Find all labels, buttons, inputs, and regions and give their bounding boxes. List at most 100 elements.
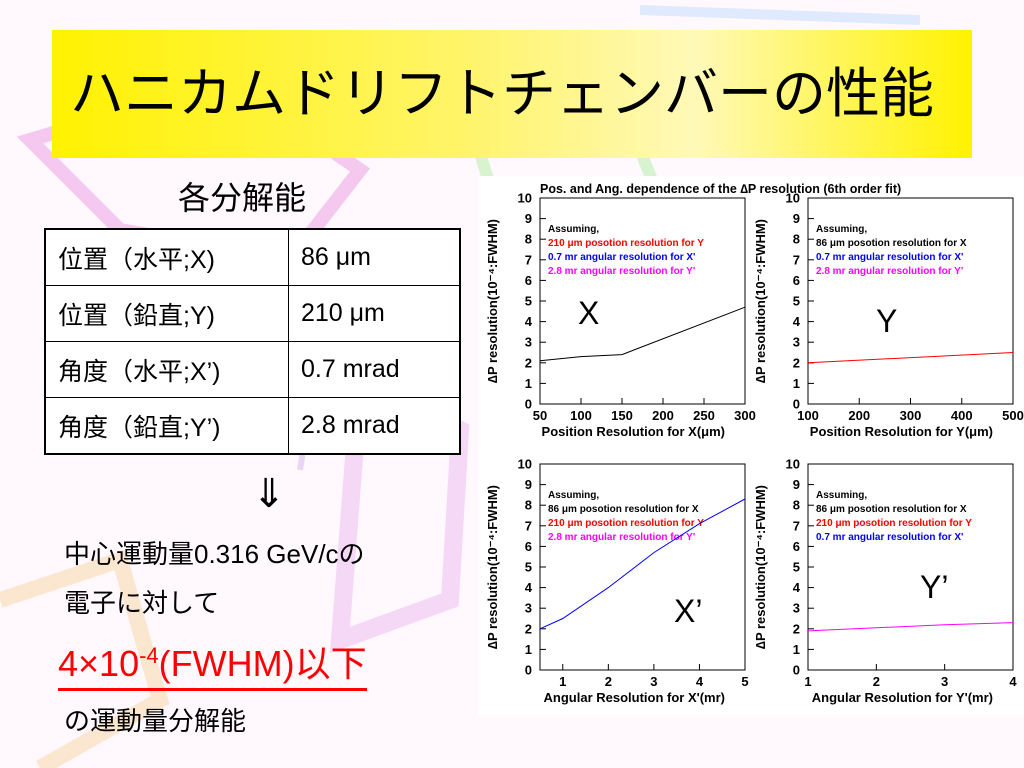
condition-text-2: 電子に対して [64,589,220,619]
y-tick-label: 0 [525,397,532,412]
y-tick-label: 7 [525,252,532,267]
table-cell-label: 位置（水平;X) [44,228,289,286]
result-caption: の運動量分解能 [64,707,247,737]
table-row: 角度（水平;X’) 0.7 mrad [44,341,461,398]
table-cell-label: 角度（鉛直;Y’) [44,397,289,455]
x-tick-label: 50 [533,408,547,423]
result-exponent: -4 [139,643,159,668]
y-tick-label: 10 [786,457,800,472]
legend-entry: 210 μm posotion resolution for Y [816,518,972,529]
y-tick-label: 7 [525,518,532,533]
y-tick-label: 5 [525,560,532,575]
chart-figure: Pos. and Ang. dependence of the ∆P resol… [478,176,1024,716]
y-tick-label: 5 [793,560,800,575]
y-tick-label: 3 [525,335,532,350]
x-tick-label: 2 [605,674,612,689]
y-tick-label: 3 [793,601,800,616]
series-line [807,352,1014,364]
x-tick-label: 300 [734,408,756,423]
x-tick-label: 100 [570,408,592,423]
y-tick-label: 7 [793,252,800,267]
legend-entry: Assuming, [548,490,599,501]
y-tick-label: 3 [793,335,800,350]
y-tick-label: 2 [525,355,532,370]
y-tick-label: 9 [793,477,800,492]
y-tick-label: 9 [793,211,800,226]
table-cell-value: 2.8 mrad [288,397,461,455]
y-tick-label: 10 [518,457,532,472]
result-highlight: 4×10-4(FWHM)以下 [58,640,367,691]
y-tick-label: 4 [793,314,801,329]
x-tick-label: 400 [951,408,973,423]
y-tick-label: 4 [525,580,533,595]
y-tick-label: 2 [525,621,532,636]
legend-entry: Assuming, [816,224,867,235]
y-tick-label: 2 [793,355,800,370]
y-tick-label: 8 [793,498,800,513]
x-tick-label: 4 [1009,674,1017,689]
table-cell-value: 0.7 mrad [288,341,461,398]
panel-label: X [578,295,599,331]
legend-entry: 0.7 mr angular resolution for X' [816,252,963,263]
y-tick-label: 4 [525,314,533,329]
y-tick-label: 7 [793,518,800,533]
legend-entry: 86 μm posotion resolution for X [816,238,967,249]
y-tick-label: 6 [793,539,800,554]
legend-entry: 0.7 mr angular resolution for X' [548,252,695,263]
y-axis-label: ∆P resolution(10⁻⁴:FWHM) [485,219,500,383]
x-tick-label: 250 [693,408,715,423]
plot-frame [807,197,1014,405]
legend-entry: 210 μm posotion resolution for Y [548,518,704,529]
table-heading: 各分解能 [178,179,307,217]
table-cell-label: 角度（水平;X’) [44,341,289,398]
legend-entry: Assuming, [816,490,867,501]
legend-entry: 210 μm posotion resolution for Y [548,238,704,249]
table-row: 位置（水平;X) 86 μm [44,228,461,286]
y-tick-label: 9 [525,477,532,492]
title-bar [52,30,972,158]
panel-label: Y’ [920,569,948,605]
y-tick-label: 0 [525,663,532,678]
x-tick-label: 1 [804,674,811,689]
y-axis-label: ∆P resolution(10⁻⁴:FWHM) [753,219,768,383]
x-tick-label: 500 [1002,408,1024,423]
x-tick-label: 200 [848,408,870,423]
legend-entry: 86 μm posotion resolution for X [816,504,967,515]
plot-frame [539,197,746,405]
x-tick-label: 2 [873,674,880,689]
y-tick-label: 0 [793,663,800,678]
table-cell-value: 210 μm [288,285,461,342]
y-tick-label: 6 [525,539,532,554]
down-arrow-icon: ⇓ [252,471,286,517]
figure-title: Pos. and Ang. dependence of the ∆P resol… [540,182,901,196]
y-tick-label: 10 [786,191,800,206]
x-tick-label: 300 [900,408,922,423]
series-line [807,622,1014,632]
y-tick-label: 5 [793,294,800,309]
x-tick-label: 150 [611,408,633,423]
panel-label: X’ [674,593,702,629]
page-title: ハニカムドリフトチェンバーの性能 [70,62,934,125]
y-tick-label: 1 [525,376,532,391]
x-tick-label: 4 [696,674,704,689]
series-line [539,306,746,362]
y-tick-label: 8 [525,232,532,247]
result-main: 4×10 [58,643,140,684]
y-tick-label: 10 [518,191,532,206]
result-tail: (FWHM)以下 [158,643,367,684]
table-row: 角度（鉛直;Y’) 2.8 mrad [44,397,461,455]
x-tick-label: 3 [941,674,948,689]
y-tick-label: 8 [525,498,532,513]
y-tick-label: 5 [525,294,532,309]
y-tick-label: 2 [793,621,800,636]
x-tick-label: 3 [650,674,657,689]
legend-entry: 2.8 mr angular resolution for Y' [548,532,695,543]
y-tick-label: 1 [793,376,800,391]
y-tick-label: 6 [525,273,532,288]
y-tick-label: 6 [793,273,800,288]
x-axis-label: Angular Resolution for X'(mr) [544,690,725,705]
legend-entry: Assuming, [548,224,599,235]
plot-frame [539,463,746,671]
resolution-table: 位置（水平;X) 86 μm 位置（鉛直;Y) 210 μm 角度（水平;X’)… [44,228,461,455]
table-row: 位置（鉛直;Y) 210 μm [44,285,461,342]
